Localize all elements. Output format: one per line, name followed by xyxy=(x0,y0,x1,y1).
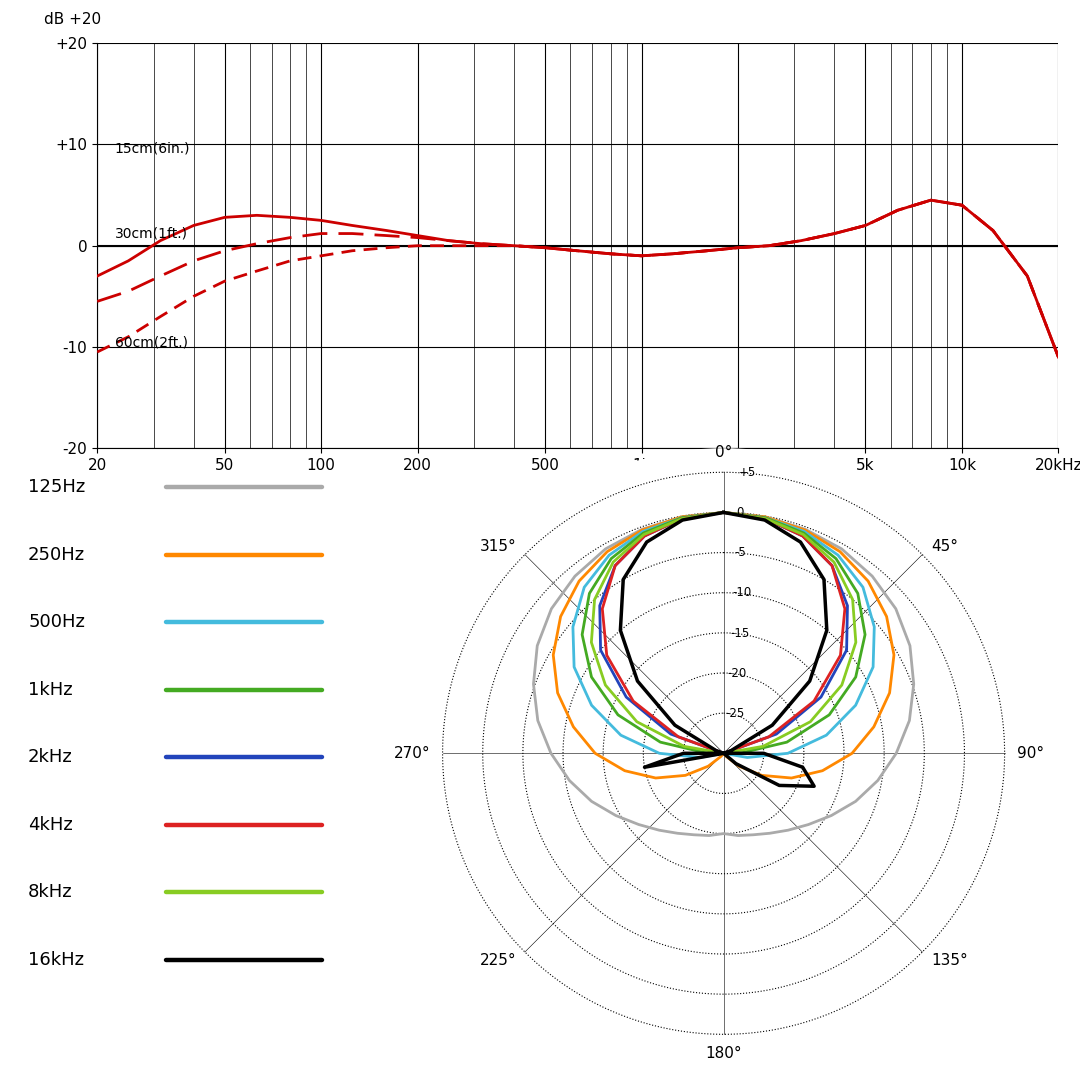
Text: 125Hz: 125Hz xyxy=(28,478,85,497)
Text: 60cm(2ft.): 60cm(2ft.) xyxy=(114,336,188,350)
Text: -15: -15 xyxy=(730,626,750,639)
Text: dB +20: dB +20 xyxy=(44,12,102,27)
Text: -25: -25 xyxy=(726,706,745,719)
Text: -5: -5 xyxy=(734,546,746,559)
Text: -20: -20 xyxy=(728,666,747,679)
Text: 0: 0 xyxy=(737,507,744,519)
Text: 500Hz: 500Hz xyxy=(28,613,85,632)
Text: 180°: 180° xyxy=(705,1047,742,1062)
Text: 30cm(1ft.): 30cm(1ft.) xyxy=(114,227,188,241)
Text: 0°: 0° xyxy=(715,445,732,460)
Text: 45°: 45° xyxy=(931,539,958,554)
Text: 2kHz: 2kHz xyxy=(28,748,72,767)
Text: 4kHz: 4kHz xyxy=(28,815,72,834)
Text: +5: +5 xyxy=(739,467,756,480)
Text: 250Hz: 250Hz xyxy=(28,545,85,564)
Text: 135°: 135° xyxy=(931,953,968,968)
Text: 315°: 315° xyxy=(480,539,516,554)
Text: 270°: 270° xyxy=(394,746,431,760)
Text: -10: -10 xyxy=(732,586,752,599)
Text: 225°: 225° xyxy=(480,953,516,968)
Text: 8kHz: 8kHz xyxy=(28,883,72,902)
Text: 90°: 90° xyxy=(1016,746,1043,760)
Text: 15cm(6in.): 15cm(6in.) xyxy=(114,141,190,156)
Text: 16kHz: 16kHz xyxy=(28,950,84,969)
Text: 1kHz: 1kHz xyxy=(28,680,72,699)
